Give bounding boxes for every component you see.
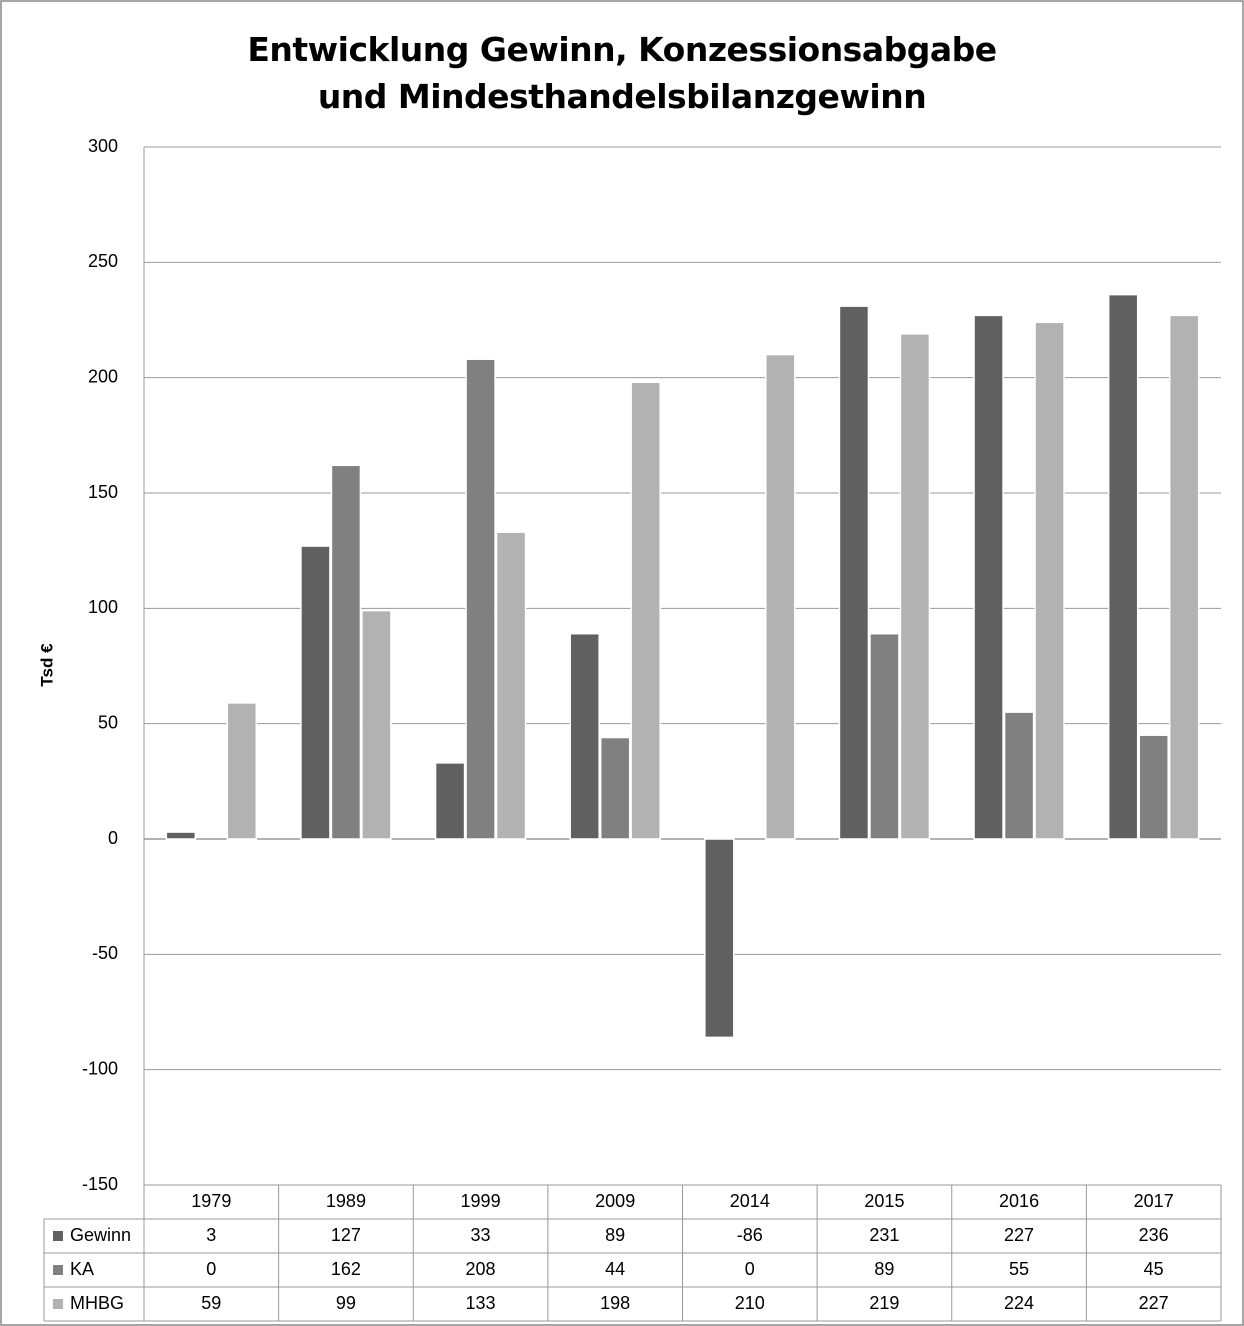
table-value: 55 (1009, 1259, 1029, 1279)
table-value: 0 (206, 1259, 216, 1279)
legend-label: MHBG (70, 1293, 124, 1313)
table-value: 33 (471, 1225, 491, 1245)
table-value: 45 (1144, 1259, 1164, 1279)
bar (599, 736, 631, 840)
bar (1003, 711, 1035, 840)
y-tick-label: 150 (88, 482, 118, 502)
bar (765, 353, 796, 840)
table-value: 3 (206, 1225, 216, 1245)
y-tick-label: 50 (98, 712, 118, 732)
x-tick-label: 1999 (461, 1191, 501, 1211)
bar (495, 531, 527, 840)
x-tick-label: 1979 (191, 1191, 231, 1211)
table-value: 219 (869, 1293, 899, 1313)
legend-swatch (53, 1265, 63, 1275)
bar (1138, 734, 1169, 840)
bar (869, 632, 900, 840)
bar (1107, 293, 1139, 840)
legend-label: KA (70, 1259, 94, 1279)
bar (465, 358, 496, 840)
table-value: 227 (1139, 1293, 1169, 1313)
x-tick-label: 2015 (864, 1191, 904, 1211)
bar (630, 381, 661, 840)
table-value: 133 (466, 1293, 496, 1313)
y-tick-label: -150 (82, 1174, 118, 1194)
chart-title: Entwicklung Gewinn, Konzessionsabgabe un… (247, 30, 997, 116)
x-tick-label: 2009 (595, 1191, 635, 1211)
y-tick-label: -100 (82, 1058, 118, 1078)
x-tick-label: 1989 (326, 1191, 366, 1211)
bar (361, 609, 392, 840)
legend-swatch (53, 1231, 63, 1241)
bar (838, 305, 870, 840)
x-tick-label: 2014 (730, 1191, 770, 1211)
table-value: 89 (874, 1259, 894, 1279)
y-tick-label: 200 (88, 366, 118, 386)
x-tick-label: 2016 (999, 1191, 1039, 1211)
table-value: 0 (745, 1259, 755, 1279)
bar (569, 632, 600, 840)
bar (300, 545, 331, 840)
table-value: 208 (466, 1259, 496, 1279)
bar (330, 464, 362, 840)
bar (704, 838, 735, 1039)
table-value: 44 (605, 1259, 625, 1279)
bar (973, 314, 1004, 840)
bar (1168, 314, 1200, 840)
table-value: 198 (600, 1293, 630, 1313)
table-value: 227 (1004, 1225, 1034, 1245)
table-value: 236 (1139, 1225, 1169, 1245)
bar (165, 831, 197, 840)
y-tick-label: -50 (92, 943, 118, 963)
y-tick-label: 100 (88, 597, 118, 617)
y-tick-label: 0 (108, 828, 118, 848)
legend-label: Gewinn (70, 1225, 131, 1245)
table-value: 224 (1004, 1293, 1034, 1313)
table-value: 210 (735, 1293, 765, 1313)
table-value: 59 (201, 1293, 221, 1313)
table-value: 127 (331, 1225, 361, 1245)
table-value: -86 (737, 1225, 763, 1245)
legend-swatch (53, 1299, 63, 1309)
table-value: 89 (605, 1225, 625, 1245)
y-tick-label: 300 (88, 136, 118, 156)
table-value: 162 (331, 1259, 361, 1279)
table-value: 99 (336, 1293, 356, 1313)
table-value: 231 (869, 1225, 899, 1245)
bar (226, 702, 258, 840)
bar (899, 333, 931, 840)
bar (1034, 321, 1065, 840)
bar (434, 762, 466, 840)
y-axis-label: Tsd € (37, 643, 56, 687)
y-tick-label: 250 (88, 251, 118, 271)
x-tick-label: 2017 (1134, 1191, 1174, 1211)
